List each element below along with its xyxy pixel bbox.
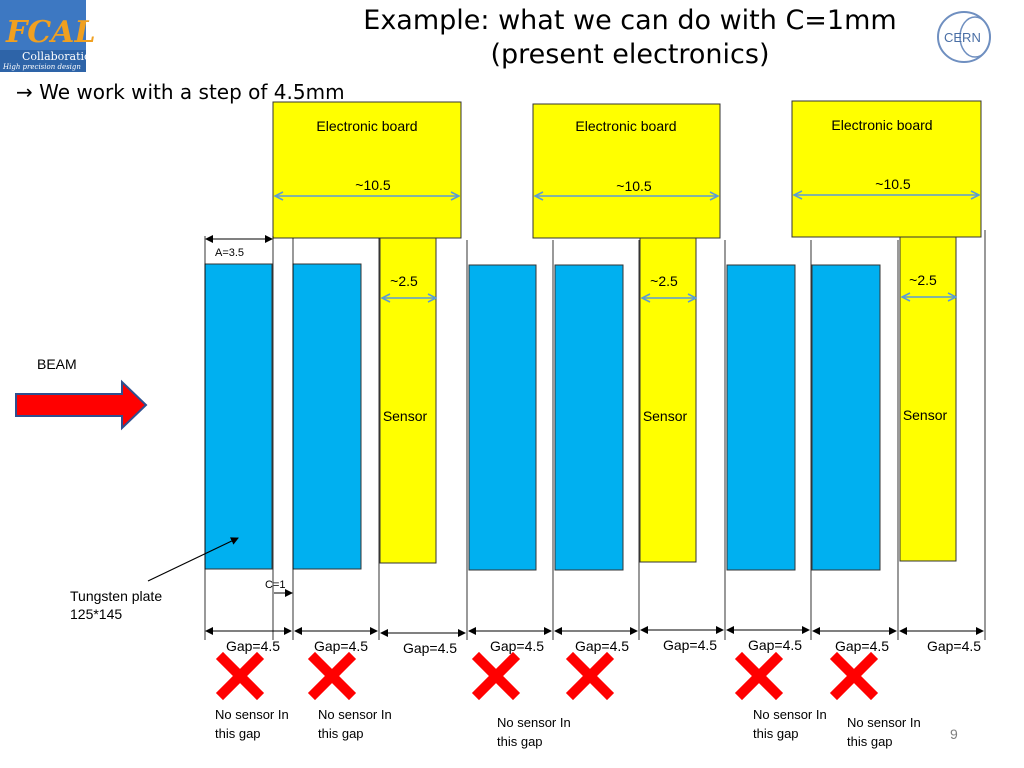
- gap-label-4: Gap=4.5: [490, 638, 544, 654]
- logo-line-1: Collaboration: [22, 50, 98, 63]
- beam-arrow: [15, 379, 148, 431]
- gap-label-3: Gap=4.5: [403, 640, 457, 656]
- sensor-3-width-label: ~2.5: [909, 272, 937, 288]
- sensor-3: [899, 236, 957, 562]
- sensor-3-label: Sensor: [903, 407, 948, 423]
- logo-line-2: High precision design: [2, 63, 81, 71]
- electronic-board-2: [532, 103, 721, 239]
- board-2-width-label: ~10.5: [616, 178, 652, 194]
- tungsten-callout-arrow: [147, 537, 239, 582]
- tungsten-plate-2: [292, 263, 362, 570]
- no-sensor-crosses: [215, 651, 879, 701]
- gap-labels: Gap=4.5 Gap=4.5 Gap=4.5 Gap=4.5 Gap=4.5 …: [226, 637, 981, 656]
- gap-label-6: Gap=4.5: [663, 637, 717, 653]
- gap-label-5: Gap=4.5: [575, 638, 629, 654]
- gap-label-2: Gap=4.5: [314, 638, 368, 654]
- gap-label-9: Gap=4.5: [927, 638, 981, 654]
- board-2-label: Electronic board: [575, 118, 676, 134]
- note-3-line-2: this gap: [497, 734, 543, 749]
- board-1-label: Electronic board: [316, 118, 417, 134]
- sensor-2-width-label: ~2.5: [650, 273, 678, 289]
- electronic-board-3: [791, 100, 982, 238]
- step-statement: → We work with a step of 4.5mm: [16, 80, 345, 104]
- sensor-2: [639, 237, 697, 563]
- sensors: Sensor Sensor Sensor ~2.5 ~2.5 ~2.5: [379, 236, 957, 564]
- board-1-width-label: ~10.5: [355, 177, 391, 193]
- electronic-boards: Electronic board Electronic board Electr…: [272, 100, 982, 239]
- cross-icon: [734, 651, 784, 701]
- note-1-line-1: No sensor In: [215, 707, 289, 722]
- tungsten-label-line-2: 125*145: [70, 606, 122, 622]
- c-dimension-label: C=1: [265, 579, 286, 591]
- sensor-1-width-label: ~2.5: [390, 273, 418, 289]
- note-4-line-2: this gap: [753, 726, 799, 741]
- logo-big-text: FCAL: [5, 15, 96, 50]
- no-sensor-notes: No sensor In this gap No sensor In this …: [215, 707, 921, 749]
- fcal-collaboration-logo: FCAL Collaboration High precision design: [0, 0, 98, 72]
- sensor-1: [379, 237, 437, 564]
- tungsten-plate-6: [811, 264, 881, 571]
- slide-title: Example: what we can do with C=1mm (pres…: [330, 4, 930, 72]
- page-number: 9: [950, 726, 958, 742]
- cern-logo-text: CERN: [944, 30, 981, 45]
- cern-logo: CERN: [937, 11, 991, 63]
- note-2-line-2: this gap: [318, 726, 364, 741]
- board-3-width-label: ~10.5: [875, 176, 911, 192]
- tungsten-plate-5: [726, 264, 796, 571]
- board-3-label: Electronic board: [831, 117, 932, 133]
- note-2-line-1: No sensor In: [318, 707, 392, 722]
- tungsten-plate-4: [554, 264, 624, 571]
- electronic-board-1: [272, 101, 462, 239]
- sensor-1-label: Sensor: [383, 408, 428, 424]
- gap-label-1: Gap=4.5: [226, 638, 280, 654]
- cross-icon: [215, 651, 265, 701]
- gap-label-8: Gap=4.5: [835, 638, 889, 654]
- note-1-line-2: this gap: [215, 726, 261, 741]
- cross-icon: [565, 651, 615, 701]
- title-line-1: Example: what we can do with C=1mm: [363, 5, 897, 36]
- a-dimension-label: A=3.5: [215, 247, 244, 259]
- note-5-line-1: No sensor In: [847, 715, 921, 730]
- cross-icon: [829, 651, 879, 701]
- cross-icon: [471, 651, 521, 701]
- tungsten-plate-1: [204, 263, 273, 570]
- title-line-2: (present electronics): [490, 39, 770, 70]
- gap-arrows: [205, 626, 984, 637]
- beam-label: BEAM: [37, 356, 77, 372]
- note-5-line-2: this gap: [847, 734, 893, 749]
- reference-lines: [204, 230, 986, 640]
- gap-label-7: Gap=4.5: [748, 637, 802, 653]
- tungsten-plate-3: [468, 264, 537, 571]
- note-3-line-1: No sensor In: [497, 715, 571, 730]
- tungsten-plates: [204, 263, 881, 571]
- tungsten-label-line-1: Tungsten plate: [70, 588, 162, 604]
- sensor-2-label: Sensor: [643, 408, 688, 424]
- note-4-line-1: No sensor In: [753, 707, 827, 722]
- cross-icon: [307, 651, 357, 701]
